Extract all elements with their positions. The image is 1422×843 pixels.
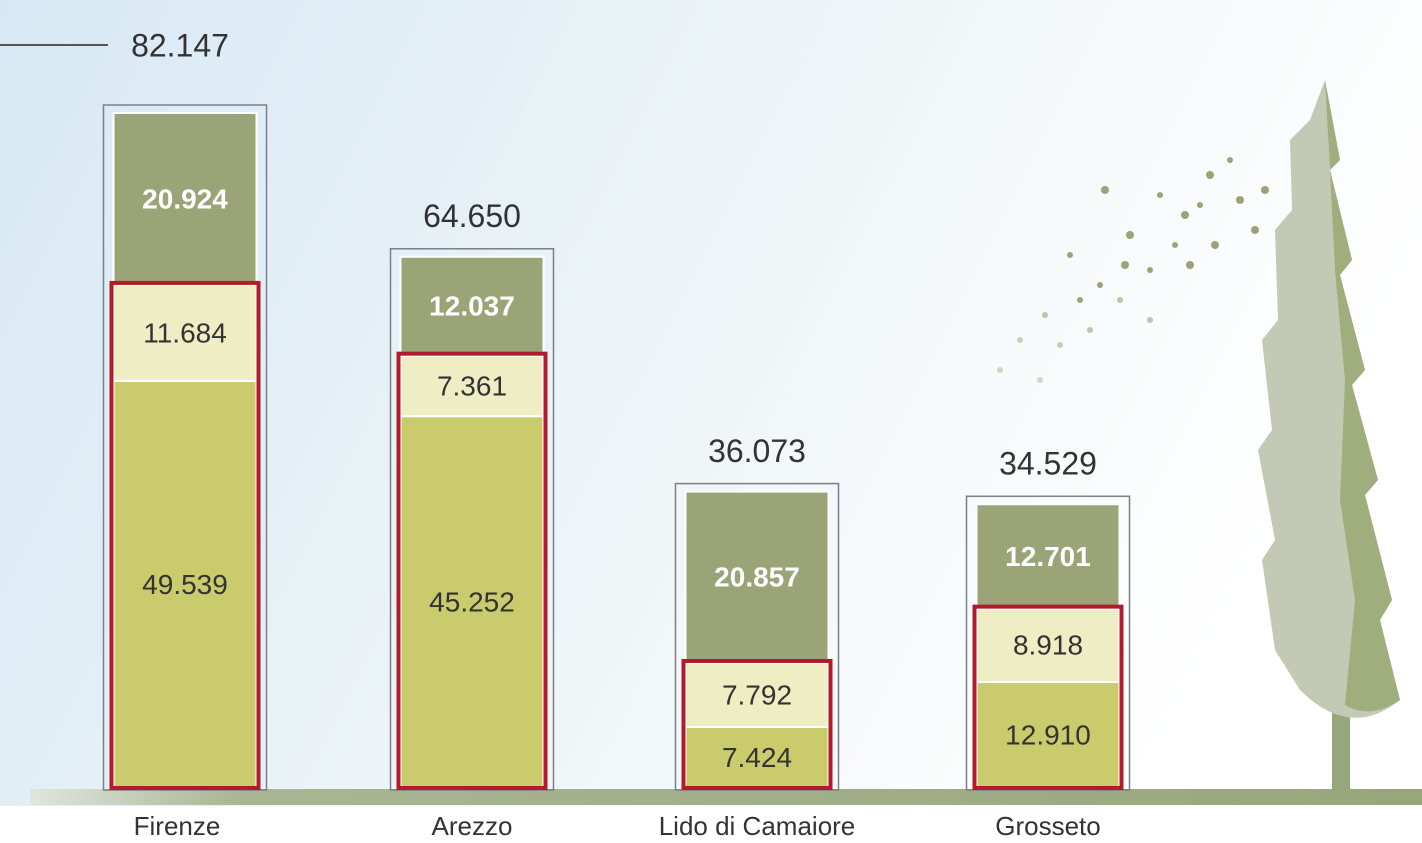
segment-label: 20.924 — [142, 183, 228, 214]
highlight-frame — [396, 351, 548, 790]
bar-frame — [389, 248, 555, 791]
bar-segment — [684, 661, 830, 728]
segment-label: 12.910 — [1005, 719, 1091, 750]
bar-frame — [102, 104, 268, 791]
category-label: Grosseto — [995, 811, 1101, 841]
segment-label: 7.792 — [722, 679, 792, 710]
segment-label: 7.361 — [437, 370, 507, 401]
segment-label: 12.701 — [1005, 541, 1091, 572]
total-label: 36.073 — [708, 433, 806, 469]
segment-label: 11.684 — [143, 317, 227, 348]
bar-segment — [112, 283, 258, 382]
bar-segment — [975, 503, 1121, 610]
bar-segment — [112, 379, 258, 789]
segment-label: 7.424 — [722, 742, 792, 773]
segment-label: 12.037 — [429, 291, 515, 322]
bar-segment — [684, 725, 830, 790]
total-label: 82.147 — [131, 27, 229, 63]
footer-band — [0, 806, 1422, 843]
bar-segment — [399, 354, 545, 418]
ground — [30, 789, 1422, 805]
segment-label: 20.857 — [714, 562, 800, 593]
highlight-frame — [109, 280, 261, 790]
category-label: Firenze — [134, 811, 221, 841]
total-label: 34.529 — [999, 446, 1097, 482]
cypress-tree — [1258, 80, 1400, 790]
total-label: 64.650 — [423, 198, 521, 234]
segment-label: 45.252 — [429, 586, 515, 617]
category-label: Lido di Camaiore — [659, 811, 856, 841]
highlight-frame — [972, 604, 1124, 790]
category-label: Arezzo — [432, 811, 513, 841]
bar-segment — [112, 112, 258, 286]
segment-label: 8.918 — [1013, 630, 1083, 661]
segment-label: 49.539 — [142, 569, 228, 600]
pollen-dots — [997, 157, 1269, 383]
bar-frame — [674, 482, 840, 791]
bar-segment — [684, 490, 830, 664]
highlight-frame — [681, 658, 833, 790]
bar-segment — [975, 680, 1121, 789]
